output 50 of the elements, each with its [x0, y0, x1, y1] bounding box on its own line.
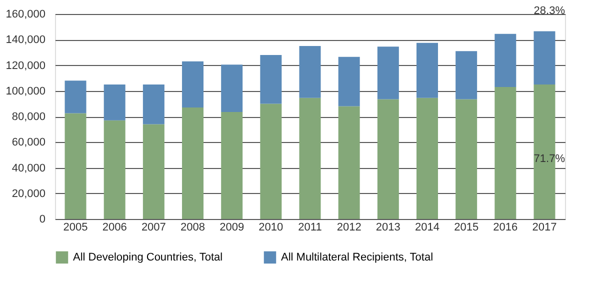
x-tick-label: 2005: [63, 222, 88, 234]
y-tick-label: 100,000: [6, 85, 46, 98]
bar: [142, 84, 164, 124]
y-tick-label: 80,000: [12, 111, 46, 123]
bar: [338, 56, 360, 106]
y-tick-label: 0: [39, 214, 46, 226]
bar: [494, 34, 516, 88]
x-tick-label: 2016: [493, 222, 518, 234]
bar: [142, 124, 164, 219]
bar: [182, 108, 204, 219]
x-tick-label: 2012: [336, 222, 362, 234]
bar: [221, 64, 243, 112]
x-tick-label: 2013: [376, 222, 400, 234]
bar: [64, 113, 86, 219]
bar: [182, 61, 204, 108]
bar: [338, 106, 360, 219]
y-tick-label: 60,000: [12, 136, 46, 149]
x-tick-label: 2017: [532, 222, 557, 234]
y-tick-label: 140,000: [6, 34, 46, 46]
bar: [221, 112, 243, 219]
bar: [377, 46, 399, 100]
y-tick-label: 160,000: [6, 8, 46, 20]
bar: [299, 46, 321, 98]
annotation: 28.3%: [534, 5, 566, 17]
bar: [104, 84, 126, 120]
x-tick-label: 2010: [258, 222, 284, 234]
x-tick-label: 2006: [102, 222, 127, 234]
y-tick-label: 20,000: [12, 188, 46, 200]
y-tick-label: 40,000: [12, 162, 46, 174]
bar: [260, 55, 282, 104]
bar: [260, 104, 282, 219]
legend-label: All Developing Countries, Total: [73, 251, 223, 264]
bar: [534, 31, 556, 84]
bar: [64, 80, 86, 114]
bar: [416, 98, 438, 219]
x-tick-label: 2008: [180, 222, 205, 234]
x-tick-label: 2009: [220, 222, 244, 234]
x-tick-label: 2014: [415, 222, 440, 234]
x-tick-label: 2015: [454, 222, 479, 234]
legend-label: All Multilateral Recipients, Total: [281, 251, 434, 264]
bar: [104, 120, 126, 219]
y-tick-label: 120,000: [6, 60, 46, 72]
x-tick-label: 2007: [141, 222, 166, 234]
bar: [416, 42, 438, 98]
x-tick-label: 2011: [298, 222, 322, 234]
bar: [299, 98, 321, 219]
bar: [377, 99, 399, 219]
bar: [456, 99, 478, 219]
bar: [456, 51, 478, 100]
bar: [494, 87, 516, 219]
